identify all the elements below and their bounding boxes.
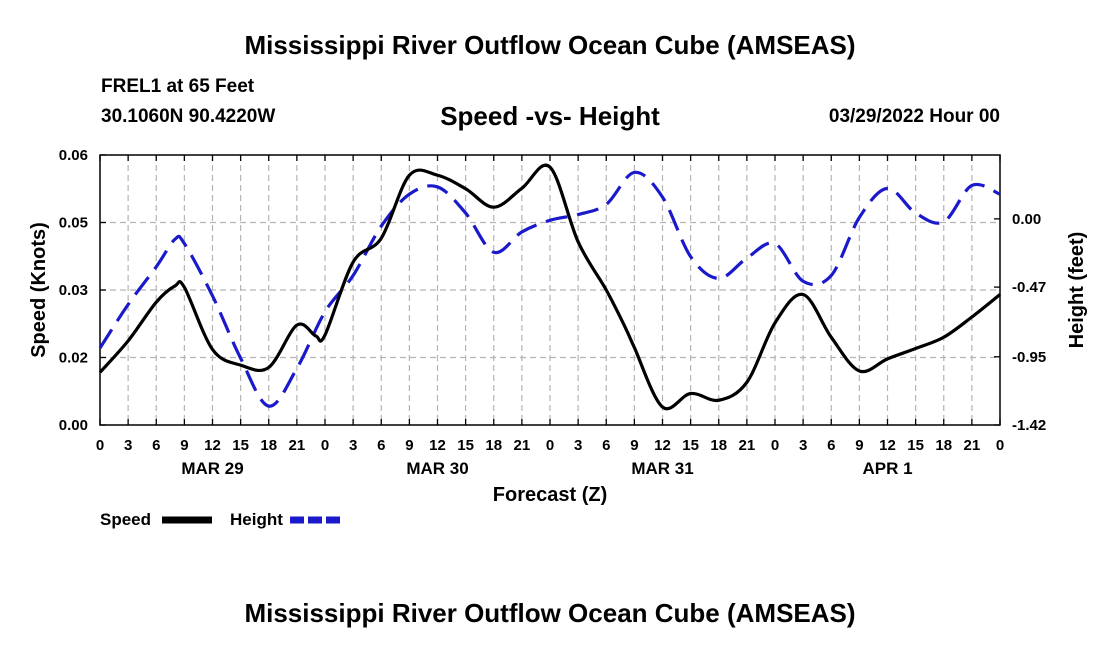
y-tick-label: 0.02	[59, 350, 88, 367]
height-series-line	[98, 170, 1001, 408]
x-tick-label: 9	[855, 437, 863, 454]
chart-main-title: Mississippi River Outflow Ocean Cube (AM…	[244, 30, 856, 60]
x-tick-label: 0	[96, 437, 104, 454]
x-tick-label: 3	[574, 437, 582, 454]
x-tick-label: 6	[602, 437, 610, 454]
x-tick-label: 0	[996, 437, 1004, 454]
x-tick-label: 21	[739, 437, 756, 454]
x-tick-label: 18	[485, 437, 502, 454]
y2-tick-label: -1.42	[1012, 417, 1046, 434]
series-layer	[98, 163, 1001, 411]
x-tick-label: 15	[232, 437, 249, 454]
date-label: APR 1	[862, 459, 912, 478]
axis-layer	[99, 154, 1001, 426]
x-tick-label: 0	[546, 437, 554, 454]
date-label: MAR 31	[631, 459, 693, 478]
legend-label-speed: Speed	[100, 510, 151, 529]
x-tick-label: 9	[405, 437, 413, 454]
x-tick-label: 9	[630, 437, 638, 454]
x-tick-label: 0	[321, 437, 329, 454]
y2-axis-label: Height (feet)	[1066, 232, 1088, 349]
station-coordinates: 30.1060N 90.4220W	[101, 106, 276, 127]
chart-bottom-title: Mississippi River Outflow Ocean Cube (AM…	[244, 598, 856, 628]
x-tick-label: 3	[799, 437, 807, 454]
x-tick-label: 6	[377, 437, 385, 454]
x-tick-label: 9	[180, 437, 188, 454]
date-label: MAR 30	[406, 459, 468, 478]
label-layer: 0 3 6 9 12 15 18 21 0 3 6 9 12 15 18 21 0 3 6 9 12 15 18 21 0 3 6 9…	[28, 147, 1088, 529]
station-name: FREL1 at 65 Feet	[101, 76, 255, 97]
x-tick-label: 21	[964, 437, 981, 454]
x-tick-label: 3	[349, 437, 357, 454]
y-tick-label: 0.05	[59, 215, 88, 232]
x-tick-label: 15	[457, 437, 474, 454]
y2-tick-label: -0.47	[1012, 279, 1046, 296]
x-tick-label: 0	[771, 437, 779, 454]
x-tick-label: 18	[935, 437, 952, 454]
x-tick-label: 21	[514, 437, 531, 454]
x-tick-label: 15	[682, 437, 699, 454]
x-tick-label: 12	[429, 437, 446, 454]
x-tick-label: 12	[204, 437, 221, 454]
date-label: MAR 29	[181, 459, 243, 478]
chart-subtitle: Speed -vs- Height	[440, 101, 660, 131]
x-tick-label: 6	[152, 437, 160, 454]
x-tick-label: 3	[124, 437, 132, 454]
forecast-datetime: 03/29/2022 Hour 00	[828, 106, 1000, 127]
x-tick-label: 15	[907, 437, 924, 454]
y2-tick-label: 0.00	[1012, 211, 1041, 228]
speed-series-line	[98, 163, 1001, 411]
x-axis-label: Forecast (Z)	[493, 484, 607, 506]
x-tick-label: 12	[879, 437, 896, 454]
x-tick-label: 21	[289, 437, 306, 454]
y-tick-label: 0.03	[59, 282, 88, 299]
y-tick-label: 0.06	[59, 147, 88, 164]
x-tick-label: 18	[260, 437, 277, 454]
x-tick-label: 12	[654, 437, 671, 454]
x-tick-label: 18	[710, 437, 727, 454]
y2-tick-label: -0.95	[1012, 349, 1046, 366]
legend-label-height: Height	[230, 510, 283, 529]
y-axis-label: Speed (Knots)	[28, 222, 50, 358]
x-tick-label: 6	[827, 437, 835, 454]
y-tick-label: 0.00	[59, 417, 88, 434]
grid-layer	[100, 155, 1000, 425]
